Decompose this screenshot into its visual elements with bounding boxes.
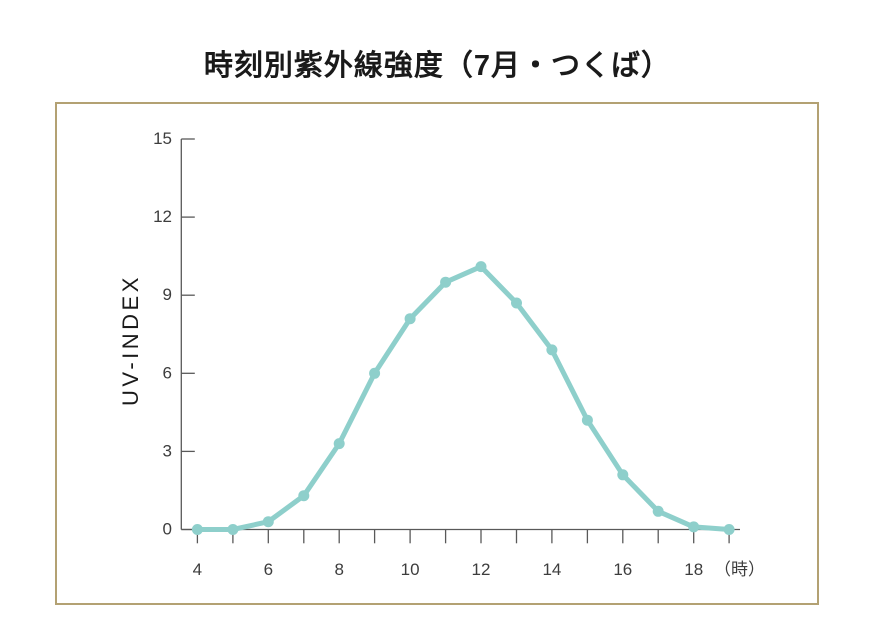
svg-text:14: 14 [542, 560, 561, 579]
svg-text:12: 12 [153, 207, 172, 226]
svg-text:12: 12 [472, 560, 491, 579]
svg-text:8: 8 [334, 560, 343, 579]
svg-text:6: 6 [163, 363, 172, 382]
svg-text:10: 10 [401, 560, 420, 579]
svg-text:15: 15 [153, 129, 172, 148]
svg-text:6: 6 [264, 560, 273, 579]
svg-text:9: 9 [163, 285, 172, 304]
svg-text:4: 4 [193, 560, 202, 579]
svg-text:0: 0 [163, 520, 172, 539]
svg-text:（時）: （時） [714, 560, 765, 579]
svg-text:3: 3 [163, 441, 172, 460]
svg-text:16: 16 [613, 560, 632, 579]
svg-text:18: 18 [684, 560, 703, 579]
